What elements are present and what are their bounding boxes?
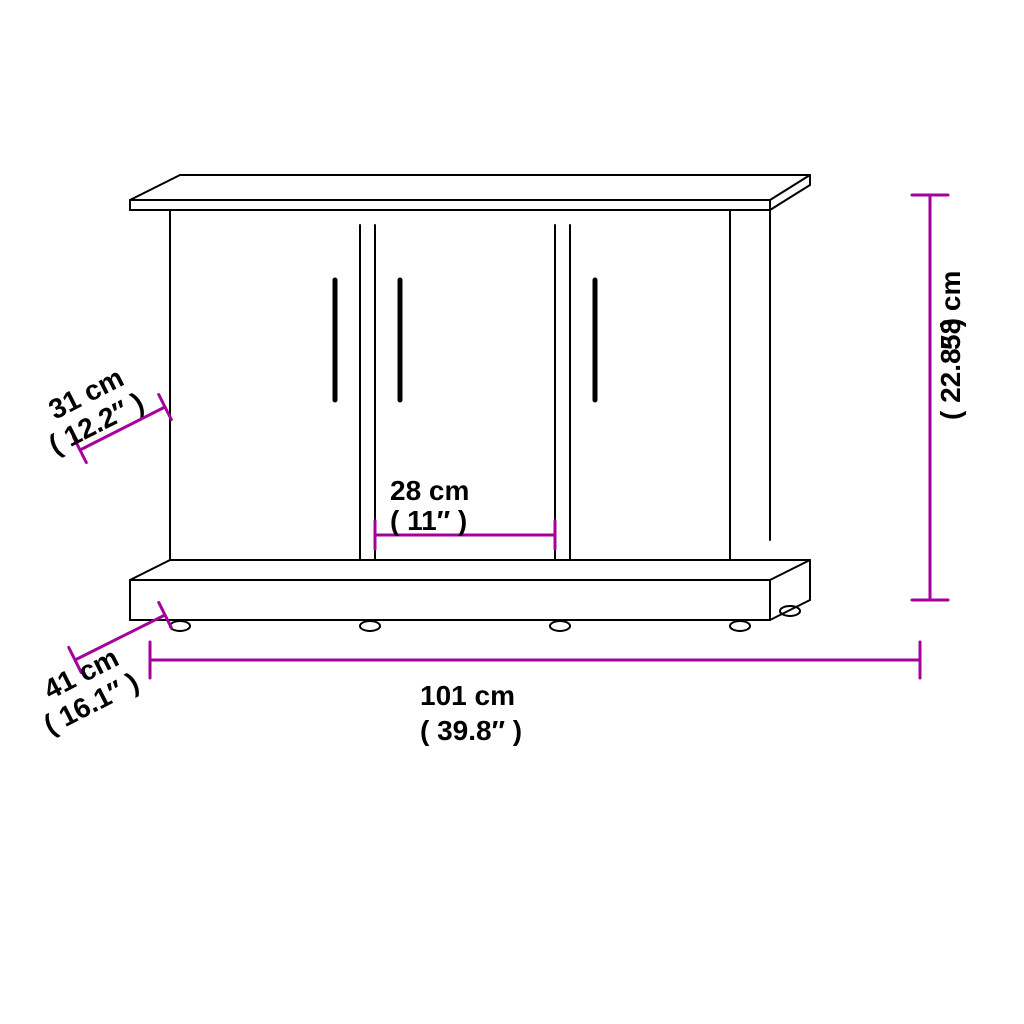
label-doorw-cm: 28 cm (390, 475, 469, 506)
label-height-in: ( 22.8″ ) (935, 318, 966, 420)
label-width-in: ( 39.8″ ) (420, 715, 522, 746)
top-right-diag (770, 175, 810, 200)
label-doorw-in: ( 11″ ) (390, 505, 467, 536)
base-top-left-diag (130, 560, 170, 580)
foot-4 (730, 621, 750, 631)
base-top-right-diag (770, 560, 810, 580)
dim-depth-tick-2 (159, 602, 172, 627)
dimension-labels: 101 cm( 39.8″ )58 cm( 22.8″ )41 cm( 16.1… (39, 271, 966, 746)
furniture-dimension-diagram: 101 cm( 39.8″ )58 cm( 22.8″ )41 cm( 16.1… (0, 0, 1024, 1024)
cabinet-outline (130, 175, 810, 631)
foot-2 (360, 621, 380, 631)
label-width-cm: 101 cm (420, 680, 515, 711)
dimension-lines (69, 195, 948, 678)
top-left-diag (130, 175, 180, 200)
foot-1 (170, 621, 190, 631)
top-thickness-right-diag (770, 185, 810, 210)
foot-3 (550, 621, 570, 631)
